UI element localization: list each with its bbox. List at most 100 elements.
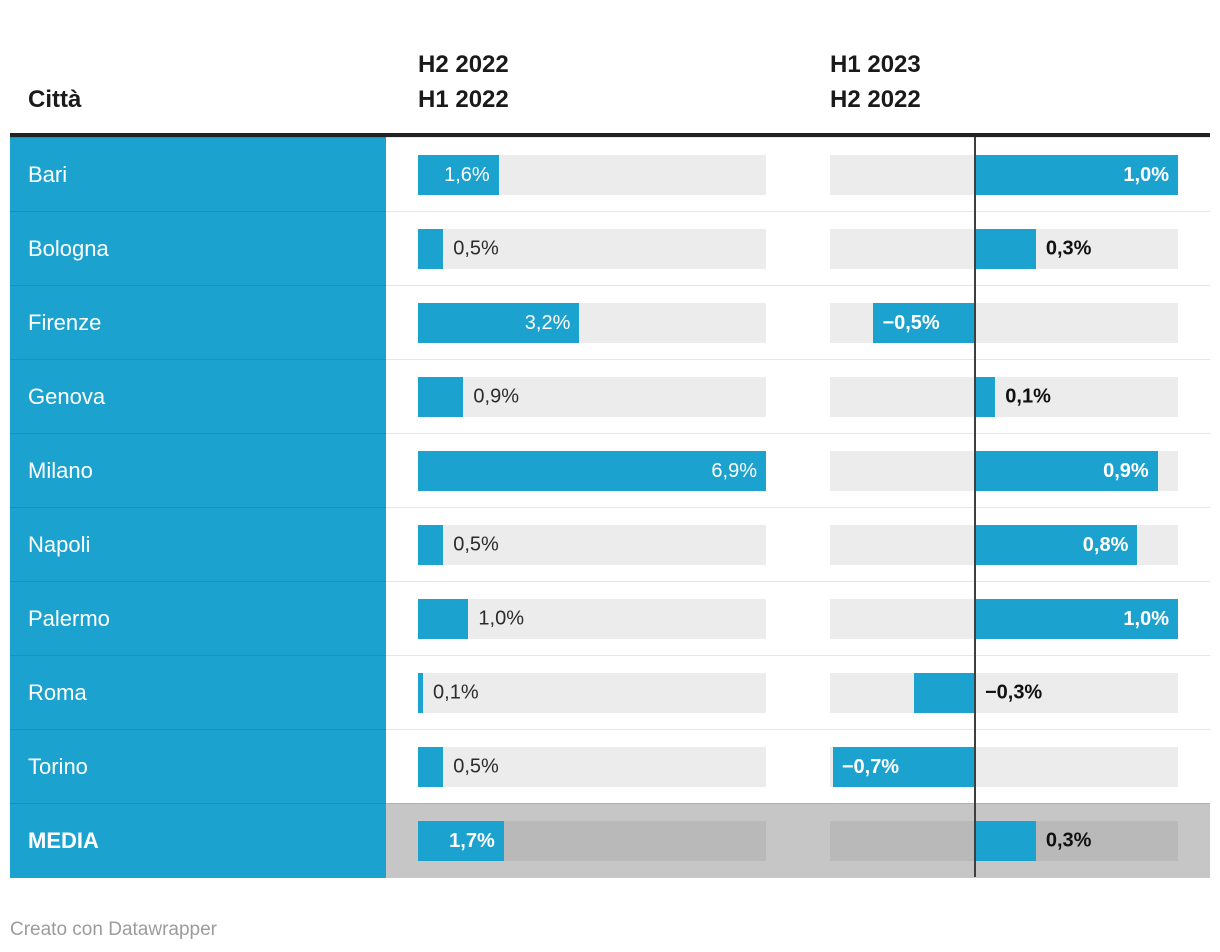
column-header-h1-2023-h2-2022: H1 2023 H2 2022: [798, 47, 1210, 133]
bar-col2: 0,8%: [974, 525, 1138, 565]
bar-col2: 1,0%: [974, 599, 1178, 639]
bar-col1: 1,6%: [418, 155, 499, 195]
bar-col1: 1,7%: [418, 821, 504, 861]
city-cell: MEDIA: [10, 803, 386, 878]
table-body: Bari 1,6% 1,0% Bologna 0,5% 0,3% Firenze 3,2% −0…: [10, 137, 1210, 878]
bar-track: 0,3%: [830, 229, 1178, 269]
header-line: H2 2022: [830, 86, 921, 113]
bar-col2: [914, 673, 975, 713]
table-row: Genova 0,9% 0,1%: [10, 359, 1210, 434]
city-cell: Roma: [10, 655, 386, 730]
bar-cell-col2: −0,5%: [798, 285, 1210, 360]
column-header-citta: Città: [28, 86, 82, 113]
bar-track: 0,9%: [418, 377, 766, 417]
bar-value-label: 0,5%: [453, 533, 499, 556]
bar-track: 0,1%: [830, 377, 1178, 417]
bar-track: −0,7%: [830, 747, 1178, 787]
city-cell: Palermo: [10, 581, 386, 656]
bar-cell-col1: 1,0%: [386, 581, 798, 656]
bar-track: 0,3%: [830, 821, 1178, 861]
bar-track: 0,1%: [418, 673, 766, 713]
bar-value-label: 0,1%: [433, 681, 479, 704]
bar-value-label: 0,1%: [1005, 385, 1051, 408]
header-line: H2 2022: [418, 51, 509, 78]
table: Città H2 2022 H1 2022 H1 2023 H2 2022 Ba…: [10, 0, 1210, 941]
header-line: H1 2023: [830, 51, 921, 78]
table-header: Città H2 2022 H1 2022 H1 2023 H2 2022: [10, 0, 1210, 133]
table-row: Bari 1,6% 1,0%: [10, 137, 1210, 212]
bar-track: 0,8%: [830, 525, 1178, 565]
city-cell: Firenze: [10, 285, 386, 360]
bar-value-label: −0,7%: [841, 755, 900, 778]
bar-cell-col1: 1,6%: [386, 137, 798, 212]
bar-track: 1,0%: [830, 599, 1178, 639]
bar-cell-col2: 1,0%: [798, 581, 1210, 656]
bar-value-label: 0,3%: [1045, 237, 1092, 260]
bar-cell-col1: 0,1%: [386, 655, 798, 730]
bar-cell-col1: 0,5%: [386, 729, 798, 804]
table-row: Firenze 3,2% −0,5%: [10, 285, 1210, 360]
bar-cell-col1: 0,9%: [386, 359, 798, 434]
bar-value-label: 0,5%: [453, 755, 499, 778]
bar-track: 0,5%: [418, 747, 766, 787]
table-row: Roma 0,1% −0,3%: [10, 655, 1210, 730]
bar-value-label: 6,9%: [711, 459, 757, 482]
bar-value-label: −0,3%: [984, 681, 1043, 704]
city-cell: Milano: [10, 433, 386, 508]
bar-track: 0,5%: [418, 525, 766, 565]
bar-cell-col1: 3,2%: [386, 285, 798, 360]
bar-cell-col2: 0,1%: [798, 359, 1210, 434]
bar-cell-col2: −0,3%: [798, 655, 1210, 730]
bar-col1: [418, 599, 469, 639]
bar-track: 3,2%: [418, 303, 766, 343]
bar-col1: 3,2%: [418, 303, 580, 343]
city-cell: Genova: [10, 359, 386, 434]
bar-value-label: 1,6%: [444, 163, 490, 186]
table-row: Bologna 0,5% 0,3%: [10, 211, 1210, 286]
bar-cell-col2: 1,0%: [798, 137, 1210, 212]
bar-track: 6,9%: [418, 451, 766, 491]
bar-track: 1,6%: [418, 155, 766, 195]
bar-col2: 1,0%: [974, 155, 1178, 195]
bar-col1: [418, 525, 444, 565]
bar-value-label: 1,0%: [478, 607, 525, 630]
bar-cell-col1: 0,5%: [386, 507, 798, 582]
table-row: Napoli 0,5% 0,8%: [10, 507, 1210, 582]
bar-track: 1,0%: [830, 155, 1178, 195]
bar-value-label: 1,0%: [1123, 607, 1169, 630]
bar-value-label: 0,3%: [1045, 829, 1092, 852]
bar-cell-col1: 0,5%: [386, 211, 798, 286]
bar-value-label: 3,2%: [524, 311, 571, 334]
bar-col2: 0,9%: [974, 451, 1158, 491]
bar-track: 1,0%: [418, 599, 766, 639]
bar-value-label: 1,7%: [449, 829, 495, 852]
bar-col1: 6,9%: [418, 451, 766, 491]
bar-col2: [974, 229, 1036, 269]
bar-cell-col2: 0,3%: [798, 211, 1210, 286]
city-cell: Torino: [10, 729, 386, 804]
bar-track: 0,9%: [830, 451, 1178, 491]
bar-cell-col2: 0,9%: [798, 433, 1210, 508]
bar-col1: [418, 673, 424, 713]
bar-value-label: 0,5%: [453, 237, 499, 260]
table-row: Milano 6,9% 0,9%: [10, 433, 1210, 508]
bar-col1: [418, 377, 464, 417]
bar-value-label: 0,9%: [1103, 459, 1149, 482]
city-cell: Bari: [10, 137, 386, 212]
table-row: Palermo 1,0% 1,0%: [10, 581, 1210, 656]
city-cell: Bologna: [10, 211, 386, 286]
bar-track: 1,7%: [418, 821, 766, 861]
zero-axis-line: [974, 137, 976, 877]
bar-value-label: 0,8%: [1082, 533, 1129, 556]
bar-cell-col2: −0,7%: [798, 729, 1210, 804]
bar-cell-col1: 6,9%: [386, 433, 798, 508]
bar-value-label: 0,9%: [473, 385, 519, 408]
header-line: H1 2022: [418, 86, 509, 113]
bar-col1: [418, 747, 444, 787]
table-row: MEDIA 1,7% 0,3%: [10, 803, 1210, 878]
attribution: Creato con Datawrapper: [10, 919, 217, 940]
bar-col2: [974, 821, 1036, 861]
bar-col2: −0,7%: [832, 747, 975, 787]
city-cell: Napoli: [10, 507, 386, 582]
